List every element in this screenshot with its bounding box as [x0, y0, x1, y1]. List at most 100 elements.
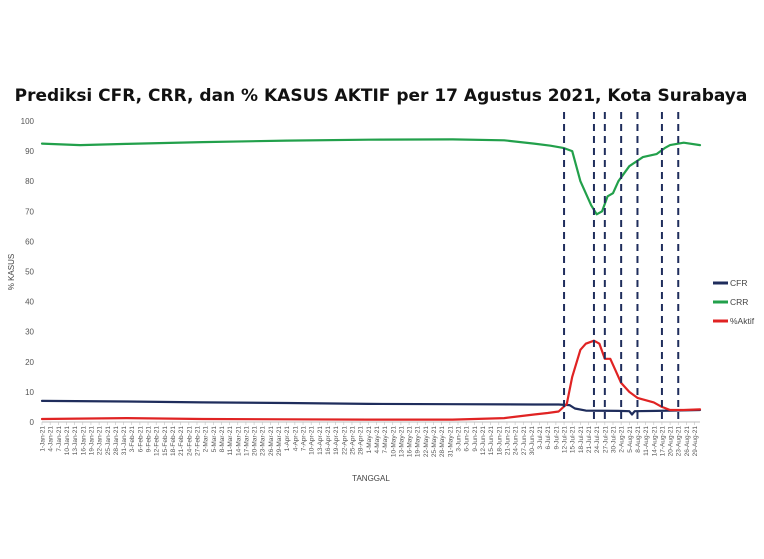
x-tick-label: 30-Jun-21	[529, 426, 536, 456]
y-tick-label: 20	[25, 358, 34, 367]
x-tick-label: 27-Jul-21	[602, 426, 609, 453]
y-tick-label: 10	[25, 388, 34, 397]
x-tick-label: 31-Jan-21	[121, 426, 128, 456]
x-tick-label: 10-Jan-21	[64, 426, 71, 456]
x-tick-label: 17-Mar-21	[243, 426, 250, 456]
x-tick-label: 29-Aug-21	[692, 426, 699, 457]
y-tick-label: 100	[21, 117, 35, 126]
x-tick-label: 19-May-21	[415, 426, 422, 457]
x-tick-label: 16-Apr-21	[325, 426, 332, 455]
x-tick-label: 4-Jan-21	[48, 426, 55, 452]
x-tick-label: 6-Jul-21	[545, 426, 552, 450]
x-tick-label: 3-Feb-21	[129, 426, 136, 453]
series-line-0	[40, 399, 702, 416]
x-tick-label: 21-Feb-21	[178, 426, 185, 456]
x-tick-label: 23-Mar-21	[260, 426, 267, 456]
legend: CFR CRR %Aktif	[713, 278, 755, 326]
x-tick-label: 5-Aug-21	[627, 426, 634, 453]
x-tick-label: 26-Aug-21	[684, 426, 691, 457]
x-tick-label: 13-May-21	[398, 426, 405, 457]
x-tick-label: 6-Feb-21	[137, 426, 144, 453]
x-tick-label: 1-Jan-21	[40, 426, 47, 452]
x-tick-label: 13-Jan-21	[72, 426, 79, 456]
x-tick-label: 9-Jun-21	[472, 426, 479, 452]
x-tick-label: 10-May-21	[390, 426, 397, 457]
x-tick-label: 24-Feb-21	[186, 426, 193, 456]
x-tick-label: 25-May-21	[431, 426, 438, 457]
x-tick-label: 18-Jun-21	[496, 426, 503, 456]
x-tick-label: 3-Jun-21	[456, 426, 463, 452]
x-tick-label: 8-Mar-21	[219, 426, 226, 453]
x-tick-label: 12-Jul-21	[562, 426, 569, 453]
x-tick-label: 8-Aug-21	[635, 426, 642, 453]
x-tick-label: 1-Apr-21	[284, 426, 291, 452]
x-tick-label: 17-Aug-21	[659, 426, 666, 457]
x-tick-label: 18-Jul-21	[578, 426, 585, 453]
x-tick-label: 19-Apr-21	[333, 426, 340, 455]
y-tick-label: 90	[25, 147, 34, 156]
y-axis-label: % KASUS	[7, 254, 16, 290]
x-tick-label: 14-Mar-21	[235, 426, 242, 456]
x-tick-label: 15-Feb-21	[162, 426, 169, 456]
x-tick-label: 7-May-21	[382, 426, 389, 454]
x-tick-label: 9-Jul-21	[553, 426, 560, 450]
x-tick-label: 18-Feb-21	[170, 426, 177, 456]
x-tick-label: 7-Apr-21	[301, 426, 308, 452]
series-line-1	[40, 138, 702, 216]
x-tick-label: 23-Aug-21	[676, 426, 683, 457]
y-tick-label: 70	[25, 207, 34, 216]
x-tick-label: 12-Feb-21	[154, 426, 161, 456]
y-tick-label: 50	[25, 268, 34, 277]
x-tick-label: 21-Jun-21	[504, 426, 511, 456]
x-tick-label: 24-Jun-21	[513, 426, 520, 456]
x-tick-label: 13-Apr-21	[317, 426, 324, 455]
x-tick-label: 22-May-21	[423, 426, 430, 457]
x-tick-label: 4-May-21	[374, 426, 381, 454]
x-tick-label: 20-Mar-21	[252, 426, 259, 456]
x-tick-label: 28-May-21	[439, 426, 446, 457]
x-tick-label: 24-Jul-21	[594, 426, 601, 453]
x-tick-label: 1-May-21	[366, 426, 373, 454]
y-tick-label: 30	[25, 328, 34, 337]
x-tick-label: 11-Aug-21	[643, 426, 650, 456]
x-tick-label: 29-Mar-21	[276, 426, 283, 456]
x-tick-label: 6-Jun-21	[464, 426, 471, 452]
x-tick-label: 19-Jan-21	[88, 426, 95, 456]
x-tick-label: 7-Jan-21	[56, 426, 63, 452]
x-tick-label: 16-May-21	[407, 426, 414, 457]
legend-label: CRR	[730, 297, 748, 307]
x-tick-label: 16-Jan-21	[80, 426, 87, 456]
x-tick-label: 15-Jun-21	[488, 426, 495, 456]
y-tick-label: 0	[30, 418, 35, 427]
x-axis-label: TANGGAL	[352, 474, 390, 483]
x-tick-label: 2-Aug-21	[619, 426, 626, 453]
x-tick-label: 28-Jan-21	[113, 426, 120, 456]
chart-title: Prediksi CFR, CRR, dan % KASUS AKTIF per…	[15, 86, 748, 106]
x-tick-label: 27-Feb-21	[194, 426, 201, 456]
x-tick-label: 20-Aug-21	[668, 426, 675, 457]
x-tick-label: 5-Mar-21	[211, 426, 218, 453]
y-tick-label: 80	[25, 177, 34, 186]
x-tick-label: 9-Feb-21	[146, 426, 153, 453]
x-tick-label: 30-Jul-21	[610, 426, 617, 453]
series-line-2	[40, 339, 702, 421]
y-tick-label: 40	[25, 298, 34, 307]
x-tick-label: 22-Jan-21	[97, 426, 104, 456]
x-tick-label: 25-Jan-21	[105, 426, 112, 456]
legend-label: %Aktif	[730, 316, 755, 326]
x-tick-label: 27-Jun-21	[521, 426, 528, 456]
x-tick-label: 12-Jun-21	[480, 426, 487, 456]
x-tick-label: 3-Jul-21	[537, 426, 544, 450]
x-tick-label: 28-Apr-21	[358, 426, 365, 455]
x-tick-label: 11-Mar-21	[227, 426, 234, 456]
x-tick-label: 21-Jul-21	[586, 426, 593, 453]
x-tick-label: 25-Apr-21	[349, 426, 356, 455]
y-tick-label: 60	[25, 237, 34, 246]
legend-label: CFR	[730, 278, 747, 288]
x-tick-label: 22-Apr-21	[341, 426, 348, 455]
x-tick-label: 31-May-21	[447, 426, 454, 457]
x-tick-label: 2-Mar-21	[203, 426, 210, 453]
x-tick-label: 26-Mar-21	[268, 426, 275, 456]
